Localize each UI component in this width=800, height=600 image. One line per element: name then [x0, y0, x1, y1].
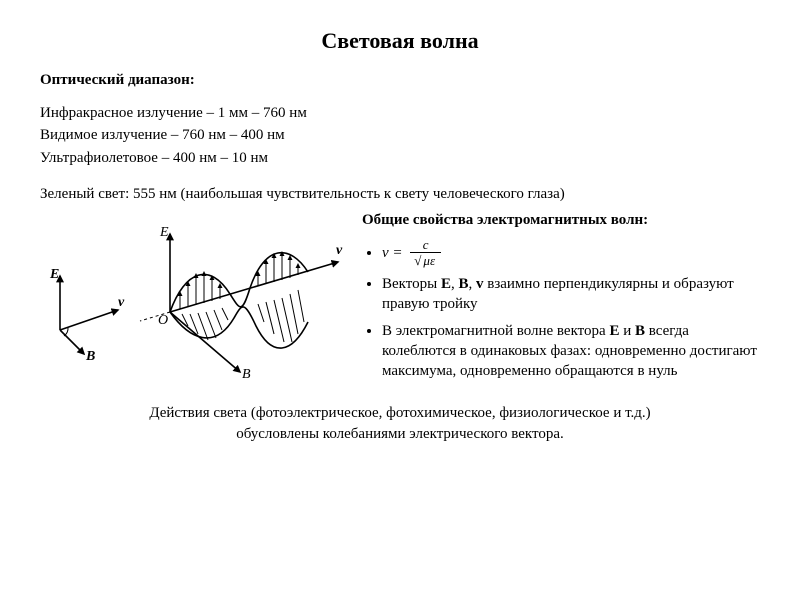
green-light-note: Зеленый свет: 555 нм (наибольшая чувстви…: [40, 184, 760, 204]
axis-label-B: B: [85, 349, 95, 362]
range-vis: Видимое излучение – 760 нм – 400 нм: [40, 125, 760, 145]
middle-row: E v B: [40, 212, 760, 387]
b3-pre: В электромагнитной волне вектора: [382, 323, 609, 339]
wave-label-O: O: [158, 313, 168, 328]
radical-arg: με: [421, 252, 437, 268]
em-wave-diagram: E v B O: [130, 222, 350, 382]
b2-c2: ,: [468, 276, 476, 292]
page-title: Световая волна: [40, 28, 760, 54]
page: Световая волна Оптический диапазон: Инфр…: [0, 0, 800, 600]
footer-note: Действия света (фотоэлектрическое, фотох…: [40, 403, 760, 444]
axis-label-v: v: [118, 295, 125, 310]
range-uv: Ультрафиолетовое – 400 нм – 10 нм: [40, 148, 760, 168]
b2-B: B: [458, 276, 468, 292]
footer-line-1: Действия света (фотоэлектрическое, фотох…: [149, 405, 650, 421]
range-heading: Оптический диапазон:: [40, 72, 760, 89]
b3-and: и: [619, 323, 635, 339]
wave-label-v: v: [336, 243, 343, 258]
properties-heading: Общие свойства электромагнитных волн:: [362, 212, 760, 229]
formula-num: c: [410, 238, 441, 253]
prop-phase: В электромагнитной волне вектора E и B в…: [382, 321, 760, 382]
formula-lhs: v =: [382, 245, 403, 261]
range-ir: Инфракрасное излучение – 1 мм – 760 нм: [40, 103, 760, 123]
axis-label-E: E: [49, 267, 59, 282]
wave-label-E: E: [159, 225, 169, 240]
properties-list: v = c √με Векторы E, B, v взаимно перпен…: [362, 239, 760, 381]
prop-formula: v = c √με: [382, 239, 760, 268]
properties-block: Общие свойства электромагнитных волн: v …: [350, 212, 760, 387]
prop-perpendicular: Векторы E, B, v взаимно перпендикулярны …: [382, 274, 760, 315]
b3-B: B: [635, 323, 645, 339]
formula-den: √με: [410, 253, 441, 267]
formula-fraction: c √με: [410, 238, 441, 267]
wave-label-B: B: [242, 367, 251, 382]
axes-triple-diagram: E v B: [40, 262, 130, 362]
b2-E: E: [441, 276, 451, 292]
figures-block: E v B: [40, 212, 350, 387]
footer-line-2: обусловлены колебаниями электрического в…: [236, 426, 564, 442]
b3-E: E: [609, 323, 619, 339]
b2-pre: Векторы: [382, 276, 441, 292]
